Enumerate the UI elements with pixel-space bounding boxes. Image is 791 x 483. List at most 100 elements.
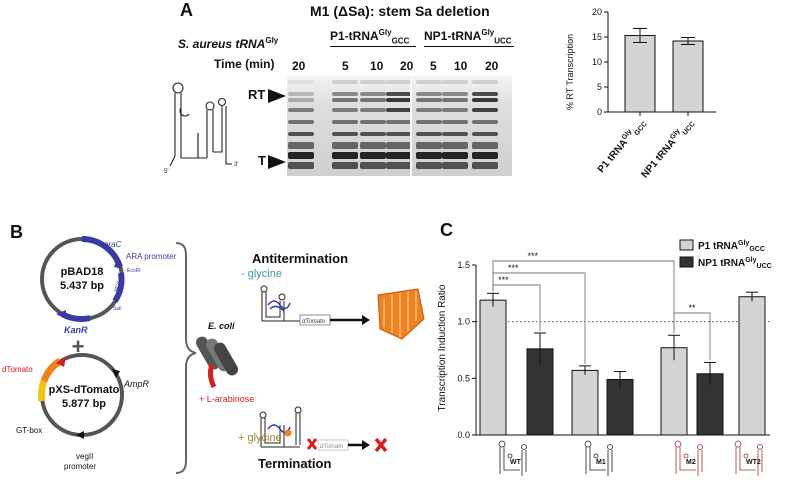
chart-c-group-structure-icon bbox=[498, 440, 527, 476]
group-p1-sup: Gly bbox=[378, 28, 392, 37]
panel-a-label: A bbox=[180, 0, 193, 20]
group-p1-sub: GCC bbox=[391, 36, 410, 46]
gel-band bbox=[416, 108, 442, 112]
gel-band bbox=[360, 142, 386, 149]
gel-band bbox=[386, 142, 412, 149]
stem-loop bbox=[757, 444, 763, 450]
chart-c-significance-label: *** bbox=[528, 251, 539, 261]
gel-band bbox=[442, 80, 468, 84]
chart-c-ytick-label: 1.0 bbox=[457, 317, 470, 327]
gel-band bbox=[386, 108, 412, 112]
ecoli-cells-icon bbox=[196, 336, 238, 376]
chart-c-significance-label: ** bbox=[688, 303, 696, 313]
gel-band bbox=[360, 162, 386, 169]
gel-band bbox=[472, 98, 498, 102]
gel-band bbox=[288, 162, 314, 169]
chart-c-group-label: M2 bbox=[686, 459, 696, 466]
antitermination-gene-label: dTomato bbox=[302, 319, 326, 325]
chart-c-significance-label: *** bbox=[498, 275, 509, 285]
gel-band bbox=[416, 132, 442, 136]
chart-c-legend-name: NP1 tRNA bbox=[698, 258, 745, 269]
prime-5-label: 5' bbox=[164, 169, 168, 175]
gel-band bbox=[386, 92, 412, 96]
stem-loop bbox=[584, 440, 592, 448]
chart-c-legend-sub: GCC bbox=[749, 246, 765, 253]
plasmid1-ecori: - EcoRI bbox=[124, 268, 141, 274]
gel-band bbox=[442, 108, 468, 112]
gel-band bbox=[472, 108, 498, 112]
gel-band bbox=[442, 162, 468, 169]
gel-band bbox=[288, 80, 314, 84]
gel-band bbox=[416, 152, 442, 159]
chart-c-bar bbox=[571, 369, 599, 436]
chart-c-legend-label: NP1 tRNAGlyUCC bbox=[698, 257, 772, 270]
group-underline-np1 bbox=[424, 46, 514, 47]
chart-c-plot: 0.00.51.01.5***********P1 tRNAGlyGCCNP1 … bbox=[457, 239, 772, 476]
gel-band bbox=[360, 132, 386, 136]
arabinose-arrow-icon bbox=[207, 364, 217, 389]
chart-c-bar bbox=[606, 378, 634, 436]
chart-c-legend-swatch bbox=[679, 239, 694, 251]
species-sup: Gly bbox=[265, 36, 279, 45]
bracket bbox=[175, 242, 197, 474]
plus-glycine-label: + glycine bbox=[238, 432, 282, 444]
gel-band bbox=[416, 92, 442, 96]
panel-b-label: B bbox=[10, 222, 23, 242]
plasmid1-mcs: MCS bbox=[113, 280, 123, 293]
gel-band bbox=[360, 80, 386, 84]
species-name: S. aureus tRNA bbox=[178, 37, 266, 51]
ecoli-label: E. coli bbox=[208, 321, 235, 331]
plus-sign: + bbox=[72, 334, 85, 359]
stem-loop bbox=[743, 453, 749, 459]
gel-band bbox=[472, 80, 498, 84]
chart-a-ytick-label: 15 bbox=[592, 32, 602, 42]
plasmid2-name: pXS-dTomato bbox=[49, 384, 120, 396]
band-rt-label: RT bbox=[248, 87, 266, 102]
chart-a-ylabel: % RT Transcription bbox=[565, 34, 575, 110]
gel-band bbox=[360, 152, 386, 159]
gel-band bbox=[442, 142, 468, 149]
group-p1-prefix: P1-tRNA bbox=[330, 29, 379, 43]
group-np1-sub: UCC bbox=[494, 36, 512, 46]
gel-band bbox=[360, 92, 386, 96]
gel-band bbox=[416, 98, 442, 102]
gel-band bbox=[472, 152, 498, 159]
gel-band bbox=[386, 162, 412, 169]
panel-b-diagram: pBAD18 5.437 bp araC ARA promoter - EcoR… bbox=[2, 236, 425, 474]
prime-3-label: 3' bbox=[234, 162, 238, 168]
gel-band bbox=[386, 132, 412, 136]
chart-c-legend-sup: Gly bbox=[738, 240, 749, 247]
gel-band bbox=[332, 92, 358, 96]
chart-c-significance-label: *** bbox=[508, 263, 519, 273]
group-underline-p1 bbox=[330, 46, 416, 47]
group-np1-prefix: NP1-tRNA bbox=[424, 29, 482, 43]
chart-c-ytick-label: 0.0 bbox=[457, 430, 470, 440]
panel-a-title: M1 (ΔSa): stem Sa deletion bbox=[310, 3, 490, 19]
chart-c-group-structure-icon bbox=[584, 440, 613, 476]
gel-band bbox=[332, 80, 358, 84]
time-tick-6: 10 bbox=[454, 59, 468, 73]
chart-c-legend-sup: Gly bbox=[745, 257, 756, 264]
chart-c-legend-label: P1 tRNAGlyGCC bbox=[698, 240, 765, 253]
panel-c-label: C bbox=[440, 220, 453, 240]
gel-band bbox=[332, 120, 358, 124]
chart-a-category-sub: GCC bbox=[633, 121, 648, 137]
chart-a-bar bbox=[672, 40, 704, 113]
antitermination-title: Antitermination bbox=[252, 251, 348, 266]
chart-c-bar bbox=[660, 347, 688, 436]
gel-image bbox=[287, 76, 512, 176]
plasmid1-size: 5.437 bp bbox=[60, 280, 104, 292]
time-tick-3: 10 bbox=[370, 59, 384, 73]
time-tick-2: 5 bbox=[342, 59, 349, 73]
chart-c-bar bbox=[479, 299, 507, 436]
gel-band bbox=[332, 98, 358, 102]
gel-band bbox=[332, 162, 358, 169]
plasmid-pbad18 bbox=[40, 236, 125, 322]
gel-band bbox=[288, 120, 314, 124]
gel-band bbox=[442, 132, 468, 136]
chart-a-ytick-label: 10 bbox=[592, 57, 602, 67]
stem-loop bbox=[521, 444, 527, 450]
stem bbox=[735, 447, 763, 476]
stem-loop bbox=[734, 440, 742, 448]
